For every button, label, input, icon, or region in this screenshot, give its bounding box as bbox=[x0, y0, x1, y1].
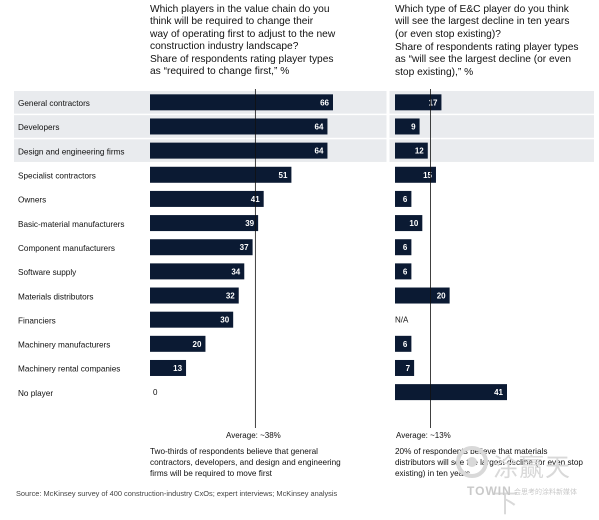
right-value-label: 7 bbox=[406, 364, 411, 373]
right-bar bbox=[395, 118, 420, 135]
right-bar bbox=[395, 359, 415, 376]
left-value-label: 64 bbox=[315, 122, 324, 131]
left-value-label: 37 bbox=[240, 243, 249, 252]
left-bar bbox=[150, 215, 259, 232]
left-bar bbox=[150, 263, 245, 280]
right-value-label: N/A bbox=[395, 316, 409, 325]
right-value-label: 6 bbox=[403, 243, 408, 252]
right-bar bbox=[395, 287, 450, 304]
right-bar bbox=[395, 384, 507, 401]
right-bar bbox=[395, 142, 428, 159]
left-bar bbox=[150, 142, 328, 159]
row-label: Machinery manufacturers bbox=[18, 341, 110, 350]
row-label: General contractors bbox=[18, 99, 90, 108]
left-bar bbox=[150, 118, 328, 135]
row-label: Software supply bbox=[18, 268, 77, 277]
right-value-label: 9 bbox=[411, 122, 416, 131]
row-label: Materials distributors bbox=[18, 292, 94, 301]
left-value-label: 34 bbox=[231, 267, 240, 276]
right-value-label: 17 bbox=[429, 98, 438, 107]
watermark-logo-text: 涂赢天下 bbox=[493, 453, 572, 518]
left-bar bbox=[150, 359, 187, 376]
watermark-tagline: 会思考的涂料新媒体 bbox=[514, 489, 577, 496]
left-bar bbox=[150, 239, 253, 256]
left-bar bbox=[150, 287, 239, 304]
left-value-label: 20 bbox=[193, 340, 202, 349]
left-subtitle: Share of respondents rating player types… bbox=[150, 54, 334, 78]
right-value-label: 20 bbox=[437, 292, 446, 301]
right-bar bbox=[395, 166, 436, 183]
right-bar bbox=[395, 94, 442, 111]
watermark-emblem-icon bbox=[456, 446, 488, 478]
left-value-label: 64 bbox=[315, 147, 324, 156]
right-value-label: 10 bbox=[409, 219, 418, 228]
right-bar bbox=[395, 190, 412, 207]
row-label: Design and engineering firms bbox=[18, 147, 125, 156]
left-value-label: 51 bbox=[279, 171, 288, 180]
row-label: Financiers bbox=[18, 316, 56, 325]
left-bar bbox=[150, 94, 333, 111]
left-value-label: 13 bbox=[173, 364, 182, 373]
right-value-label: 12 bbox=[415, 147, 424, 156]
left-average-label: Average: ~38% bbox=[226, 431, 281, 440]
right-value-label: 41 bbox=[494, 388, 503, 397]
right-bar bbox=[395, 215, 423, 232]
left-value-label: 39 bbox=[245, 219, 254, 228]
left-bar bbox=[150, 335, 206, 352]
left-value-label: 66 bbox=[320, 98, 329, 107]
right-value-label: 6 bbox=[403, 267, 408, 276]
left-bar bbox=[150, 311, 234, 328]
right-average-label: Average: ~13% bbox=[396, 431, 451, 440]
left-bar bbox=[150, 166, 292, 183]
left-note: Two-thirds of respondents believe that g… bbox=[150, 447, 341, 478]
watermark-brand: TOWIN bbox=[467, 484, 512, 498]
source-note: Source: McKinsey survey of 400 construct… bbox=[16, 489, 338, 498]
row-label: Basic-material manufacturers bbox=[18, 220, 124, 229]
right-question: Which type of E&C player do you think wi… bbox=[395, 4, 570, 40]
right-value-label: 15 bbox=[423, 171, 432, 180]
right-value-label: 6 bbox=[403, 195, 408, 204]
watermark-logo: 涂赢天下 bbox=[455, 442, 595, 518]
right-subtitle: Share of respondents rating player types… bbox=[395, 42, 579, 78]
row-label: Owners bbox=[18, 196, 46, 205]
row-label: Component manufacturers bbox=[18, 244, 115, 253]
left-bar bbox=[150, 190, 264, 207]
right-bar bbox=[395, 335, 412, 352]
row-label: Developers bbox=[18, 123, 59, 132]
row-label: No player bbox=[18, 389, 53, 398]
left-value-label: 0 bbox=[153, 388, 158, 397]
left-value-label: 32 bbox=[226, 292, 235, 301]
row-label: Machinery rental companies bbox=[18, 365, 120, 374]
left-value-label: 30 bbox=[220, 316, 229, 325]
row-label: Specialist contractors bbox=[18, 172, 96, 181]
right-value-label: 6 bbox=[403, 340, 408, 349]
right-bar bbox=[395, 239, 412, 256]
left-question: Which players in the value chain do you … bbox=[150, 4, 336, 53]
right-bar bbox=[395, 263, 412, 280]
